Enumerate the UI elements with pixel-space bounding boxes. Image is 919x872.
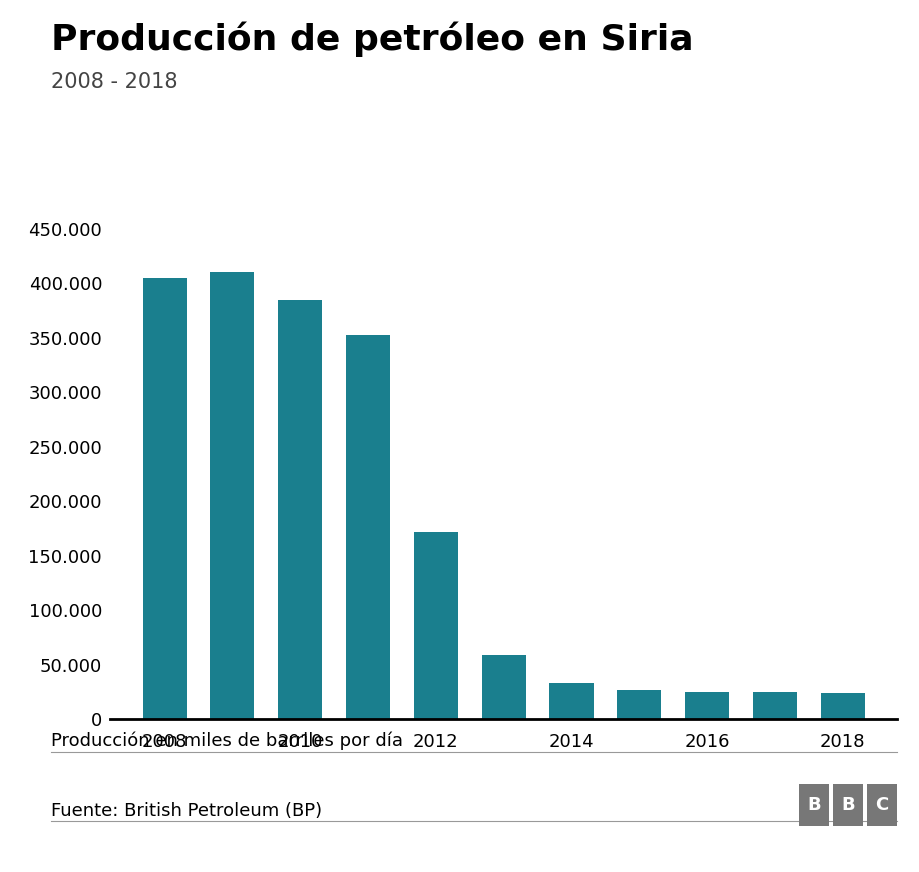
Bar xyxy=(278,300,322,719)
Bar xyxy=(752,692,796,719)
Bar xyxy=(210,273,255,719)
Bar xyxy=(414,532,458,719)
Text: 2008 - 2018: 2008 - 2018 xyxy=(51,72,177,92)
Bar xyxy=(549,684,593,719)
Bar xyxy=(685,692,729,719)
Bar xyxy=(142,278,187,719)
Bar xyxy=(820,693,864,719)
Text: Producción de petróleo en Siria: Producción de petróleo en Siria xyxy=(51,22,693,58)
Text: Fuente: British Petroleum (BP): Fuente: British Petroleum (BP) xyxy=(51,801,322,820)
Text: B: B xyxy=(840,796,854,814)
Text: Producción en miles de barriles por día: Producción en miles de barriles por día xyxy=(51,732,403,750)
Bar xyxy=(346,335,390,719)
Text: B: B xyxy=(806,796,820,814)
Bar xyxy=(617,690,661,719)
Bar xyxy=(482,655,525,719)
Text: C: C xyxy=(874,796,888,814)
